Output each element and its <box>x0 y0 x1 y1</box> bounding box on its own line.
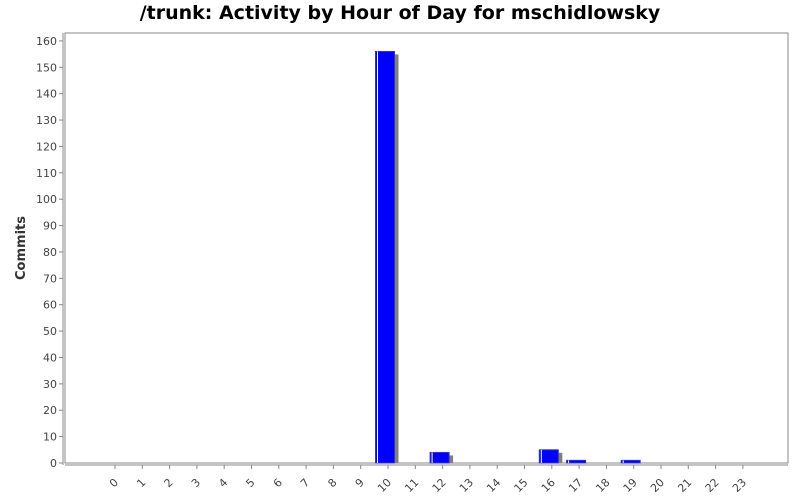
x-tick-label: 7 <box>298 476 312 490</box>
y-tick-label: 20 <box>43 404 57 417</box>
x-tick-label: 13 <box>457 476 476 495</box>
x-tick-label: 0 <box>107 476 121 490</box>
y-tick-label: 160 <box>36 35 57 48</box>
x-tick-label: 20 <box>648 476 667 495</box>
x-tick-label: 16 <box>539 476 558 495</box>
x-tick-label: 19 <box>621 476 640 495</box>
y-tick-label: 0 <box>50 457 57 470</box>
bar-hour-10 <box>375 50 395 464</box>
bar-hour-12 <box>429 451 450 464</box>
x-tick-label: 11 <box>402 476 421 495</box>
x-tick-label: 6 <box>271 476 285 490</box>
x-tick-label: 9 <box>353 476 367 490</box>
y-tick-label: 10 <box>43 431 57 444</box>
bars-group <box>375 50 641 464</box>
y-axis: 0 10 20 30 40 50 60 70 80 90 100 110 120 130 140 150 160 <box>36 35 63 470</box>
x-tick-label: 21 <box>675 476 694 495</box>
x-tick-label: 22 <box>703 476 722 495</box>
y-tick-label: 50 <box>43 325 57 338</box>
x-tick-label: 1 <box>134 476 148 490</box>
y-tick-label: 140 <box>36 88 57 101</box>
y-tick-label: 100 <box>36 193 57 206</box>
y-tick-label: 130 <box>36 114 57 127</box>
x-tick-label: 23 <box>730 476 749 495</box>
y-tick-label: 90 <box>43 220 57 233</box>
y-tick-label: 30 <box>43 378 57 391</box>
y-tick-label: 120 <box>36 140 57 153</box>
y-tick-label: 40 <box>43 351 57 364</box>
y-tick-label: 110 <box>36 167 57 180</box>
bar-hour-19 <box>620 459 641 464</box>
x-tick-label: 4 <box>216 476 230 490</box>
y-tick-label: 60 <box>43 299 57 312</box>
x-tick-label: 17 <box>566 476 585 495</box>
chart-title: /trunk: Activity by Hour of Day for msch… <box>139 2 661 24</box>
x-axis: 0 1 2 3 4 5 6 7 8 9 10 11 12 13 14 15 16 17 18 19 20 21 22 23 <box>107 465 749 495</box>
x-tick-label: 18 <box>593 476 612 495</box>
x-tick-label: 12 <box>430 476 449 495</box>
x-tick-label: 2 <box>162 476 176 490</box>
x-tick-label: 10 <box>375 476 394 495</box>
bar-hour-17 <box>566 459 587 464</box>
bar-hour-16 <box>538 449 559 464</box>
x-tick-label: 5 <box>243 476 257 490</box>
y-tick-label: 70 <box>43 272 57 285</box>
plot-area <box>62 32 789 466</box>
x-tick-label: 14 <box>484 476 503 495</box>
x-tick-label: 8 <box>325 476 339 490</box>
y-tick-label: 150 <box>36 61 57 74</box>
x-tick-label: 3 <box>189 476 203 490</box>
plot-border <box>64 32 789 464</box>
x-tick-label: 15 <box>512 476 531 495</box>
y-axis-label: Commits <box>14 216 29 280</box>
y-tick-label: 80 <box>43 246 57 259</box>
